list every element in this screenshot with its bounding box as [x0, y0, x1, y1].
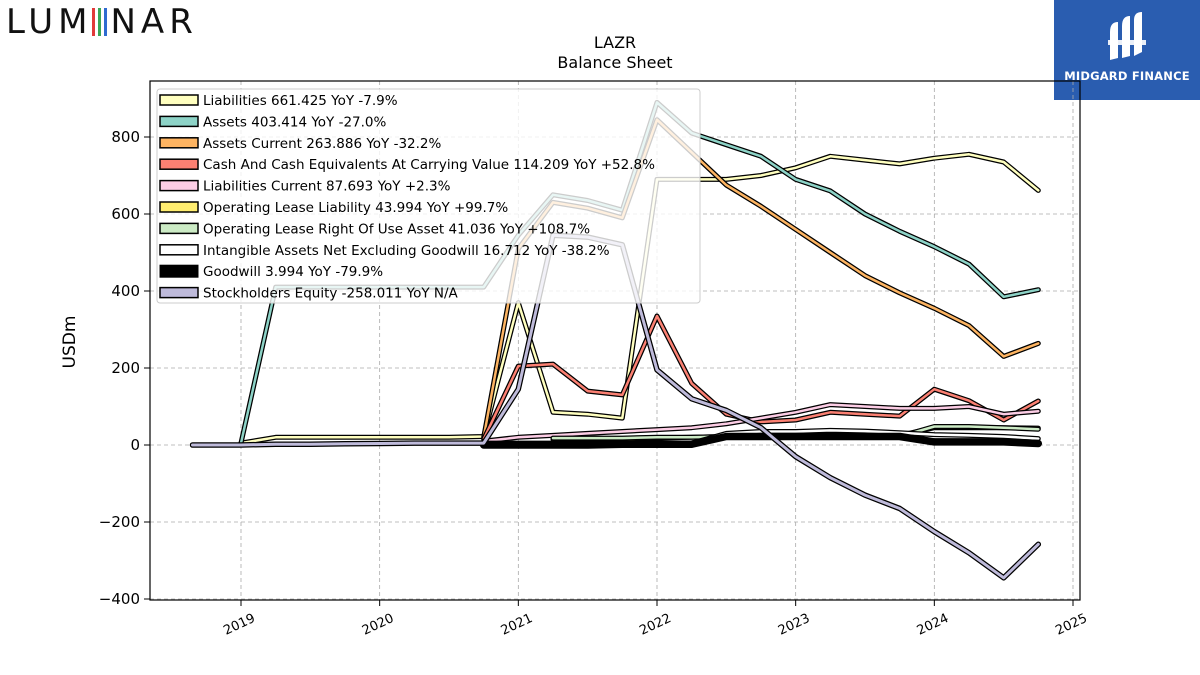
legend-item: Cash And Cash Equivalents At Carrying Va… — [159, 157, 655, 173]
legend-item: Operating Lease Right Of Use Asset 41.03… — [159, 221, 590, 237]
series-line — [481, 434, 1041, 448]
midgard-finance-logo: MIDGARD FINANCE — [1054, 0, 1200, 100]
series-liabilities-current — [481, 402, 1041, 444]
series-line — [482, 314, 1040, 441]
legend-swatch — [159, 222, 199, 235]
legend-item: Liabilities Current 87.693 YoY +2.3% — [159, 179, 451, 195]
series-cash-and-cash-equivalents-at-carrying-value — [481, 313, 1041, 442]
legend-label: Intangible Assets Net Excluding Goodwill… — [203, 243, 610, 259]
legend-swatch — [159, 244, 199, 256]
legend-item: Operating Lease Liability 43.994 YoY +99… — [159, 200, 508, 216]
y-tick-label: 200 — [111, 359, 140, 377]
legend-label: Goodwill 3.994 YoY -79.9% — [203, 264, 383, 280]
legend-label: Liabilities 661.425 YoY -7.9% — [203, 93, 398, 109]
legend-label: Assets Current 263.886 YoY -32.2% — [203, 136, 442, 152]
logo-i-bars-icon — [92, 8, 110, 36]
legend-item: Liabilities 661.425 YoY -7.9% — [159, 93, 398, 109]
legend-label: Assets 403.414 YoY -27.0% — [203, 114, 387, 130]
y-tick-label: 0 — [130, 436, 140, 454]
legend-label: Liabilities Current 87.693 YoY +2.3% — [203, 179, 451, 195]
chart-subtitle: Balance Sheet — [557, 53, 672, 72]
legend-swatch — [159, 264, 199, 278]
legend-item: Assets Current 263.886 YoY -32.2% — [159, 136, 442, 152]
legend-item: Goodwill 3.994 YoY -79.9% — [159, 264, 383, 280]
legend-label: Stockholders Equity -258.011 YoY N/A — [203, 286, 459, 302]
legend-swatch — [159, 158, 199, 170]
legend-swatch — [159, 179, 199, 192]
series-goodwill — [479, 432, 1043, 449]
legend-swatch — [159, 286, 199, 299]
x-tick-label: 2020 — [360, 611, 396, 639]
legend-swatch — [159, 94, 199, 106]
y-tick-label: −200 — [99, 513, 140, 531]
x-tick-label: 2022 — [637, 611, 673, 639]
midgard-mark-icon — [1108, 12, 1146, 60]
logo-right-text: MIDGARD FINANCE — [1064, 69, 1190, 83]
x-tick-label: 2019 — [221, 611, 257, 639]
x-axis: 2019 2020 2021 2022 2023 2024 2025 — [221, 600, 1090, 639]
legend-swatch — [159, 137, 199, 149]
legend-item: Intangible Assets Net Excluding Goodwill… — [159, 243, 610, 259]
legend-item: Assets 403.414 YoY -27.0% — [159, 114, 387, 130]
chart-title: LAZR — [594, 33, 636, 52]
legend-label: Cash And Cash Equivalents At Carrying Va… — [203, 157, 655, 173]
y-axis: −400 −200 0 200 400 600 800 — [99, 128, 150, 608]
legend-label: Operating Lease Liability 43.994 YoY +99… — [203, 200, 508, 216]
y-tick-label: 600 — [111, 205, 140, 223]
x-tick-label: 2025 — [1053, 611, 1089, 639]
luminar-logo: LUM NAR — [6, 2, 198, 42]
legend-swatch — [159, 115, 199, 128]
legend-label: Operating Lease Right Of Use Asset 41.03… — [203, 221, 590, 237]
y-tick-label: 800 — [111, 128, 140, 146]
plot-frame — [149, 80, 1081, 601]
y-axis-label: USDm — [60, 316, 80, 369]
x-tick-label: 2021 — [499, 611, 535, 639]
y-tick-label: −400 — [99, 590, 140, 608]
logo-left-text: LUM NAR — [6, 2, 198, 42]
legend: Liabilities 661.425 YoY -7.9% Assets 403.… — [156, 88, 701, 304]
x-tick-label: 2024 — [915, 611, 951, 639]
legend-swatch — [159, 201, 199, 213]
legend-box — [156, 88, 701, 304]
x-tick-label: 2023 — [776, 611, 812, 639]
series-line — [482, 403, 1040, 443]
y-tick-label: 400 — [111, 282, 140, 300]
legend-item: Stockholders Equity -258.011 YoY N/A — [159, 286, 459, 302]
